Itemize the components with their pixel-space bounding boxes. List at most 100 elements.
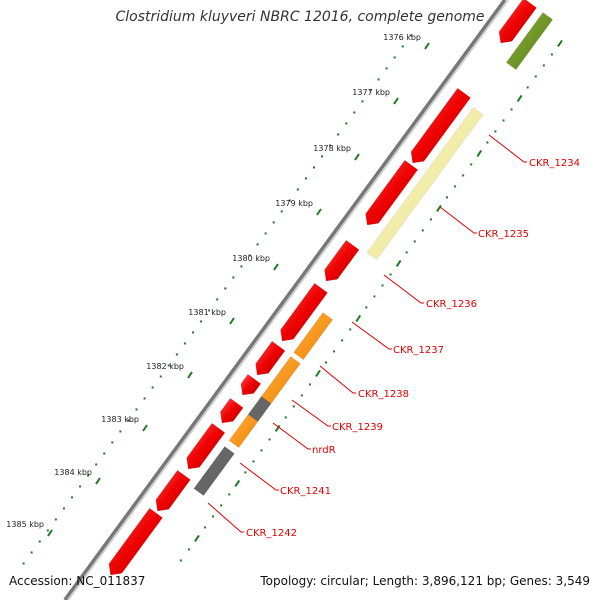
outer-dot <box>312 166 315 169</box>
outer-dot <box>304 177 307 180</box>
scale-tick-label: 1376 kbp <box>383 33 421 42</box>
outer-dot <box>200 320 203 323</box>
inner-dot <box>413 240 416 243</box>
inner-tick <box>315 369 321 377</box>
scale-tick-mark <box>354 153 360 161</box>
inner-dot <box>550 53 553 56</box>
outer-dot <box>87 474 90 477</box>
inner-dot <box>429 218 432 221</box>
inner-tick <box>436 204 442 212</box>
gene-label-leader <box>439 206 477 234</box>
inner-dot <box>502 119 505 122</box>
genome-backbone <box>63 0 507 600</box>
gene-label-ckr_1241: CKR_1241 <box>280 486 331 497</box>
outer-dot <box>54 518 57 521</box>
gene-label-ckr_1238: CKR_1238 <box>358 389 409 400</box>
cds-red <box>240 373 262 396</box>
inner-dotted-track <box>179 39 563 562</box>
outer-dot <box>183 342 186 345</box>
inner-dot <box>486 141 489 144</box>
outer-dot <box>248 254 251 257</box>
inner-dot <box>252 460 255 463</box>
outer-dot <box>272 221 275 224</box>
inner-dot <box>349 328 352 331</box>
scale-tick-mark <box>229 317 235 325</box>
outer-dot <box>361 100 364 103</box>
gene-label-nrdr: nrdR <box>312 445 336 456</box>
genome-title: Clostridium kluyveri NBRC 12016, complet… <box>115 9 485 25</box>
outer-dot <box>95 463 98 466</box>
inner-dot <box>300 394 303 397</box>
inner-tick <box>355 314 362 322</box>
gene-features <box>82 0 553 600</box>
inner-dot <box>333 350 336 353</box>
outer-dot <box>167 364 170 367</box>
outer-dot <box>385 67 388 70</box>
inner-tick <box>557 39 563 47</box>
scale-tick-label: 1381 kbp <box>188 308 226 317</box>
outer-dot <box>377 78 380 81</box>
outer-dot <box>232 276 235 279</box>
outer-dot <box>127 419 130 422</box>
scale-tick-label: 1380 kbp <box>232 254 270 263</box>
gene-label-leader <box>239 462 279 491</box>
cds-red <box>255 340 286 376</box>
cds-orange <box>228 414 259 448</box>
scale-tick-label: 1378 kbp <box>313 144 351 153</box>
outer-dot <box>175 353 178 356</box>
outer-dot <box>337 133 340 136</box>
scale-tick-label: 1379 kbp <box>275 199 313 208</box>
scale-tick-mark <box>47 529 53 537</box>
gene-label-leader <box>351 321 392 350</box>
gene-label-ckr_1236: CKR_1236 <box>426 299 477 310</box>
genome-backbone-highlight <box>67 0 509 600</box>
outer-dot <box>135 408 138 411</box>
inner-dot <box>292 405 295 408</box>
outer-dot <box>191 331 194 334</box>
inner-dot <box>373 295 376 298</box>
inner-tick <box>476 149 483 157</box>
gene-label-ckr_1234: CKR_1234 <box>529 158 580 169</box>
outer-dot <box>103 452 106 455</box>
inner-tick <box>516 94 523 102</box>
cds-red <box>324 239 360 282</box>
inner-tick <box>274 424 281 432</box>
inner-dot <box>341 339 344 342</box>
inner-dot <box>470 163 473 166</box>
outer-dot <box>46 529 49 532</box>
accession-text: Accession: NC_011837 <box>9 574 146 588</box>
gene-label-leader <box>383 274 424 304</box>
scale-tick-mark <box>95 477 101 485</box>
inner-dot <box>446 196 449 199</box>
gene-label-leader <box>319 365 356 394</box>
inner-dot <box>462 174 465 177</box>
inner-dot <box>220 504 223 507</box>
cds-red <box>365 159 419 226</box>
cds-gray <box>193 446 235 496</box>
cds-red <box>220 397 244 424</box>
outer-dot <box>240 265 243 268</box>
inner-dot <box>421 229 424 232</box>
scale-tick-label: 1377 kbp <box>352 88 390 97</box>
outer-dot <box>296 188 299 191</box>
scale-tick-label: 1384 kbp <box>54 468 92 477</box>
inner-dot <box>365 306 368 309</box>
outer-dot <box>208 309 211 312</box>
outer-dot <box>159 375 162 378</box>
scale-tick-mark <box>424 42 430 50</box>
outer-dot <box>224 287 227 290</box>
inner-tick <box>395 259 402 267</box>
outer-dot <box>369 89 372 92</box>
genome-summary-text: Topology: circular; Length: 3,896,121 bp… <box>260 574 590 588</box>
outer-dot <box>353 111 356 114</box>
cds-red <box>410 87 471 164</box>
gene-labels: CKR_1234 CKR_1235 CKR_1236 CKR_1237 CKR_1238… <box>207 134 580 539</box>
outer-dot <box>409 34 412 37</box>
outer-dot <box>288 199 291 202</box>
outer-dotted-track <box>22 34 412 565</box>
scale-ticks: 1376 kbp 1377 kbp 1378 kbp 1379 kbp 1380 kbp… <box>6 33 430 537</box>
inner-dot <box>454 185 457 188</box>
inner-dot <box>494 130 497 133</box>
cds-red <box>280 282 328 342</box>
